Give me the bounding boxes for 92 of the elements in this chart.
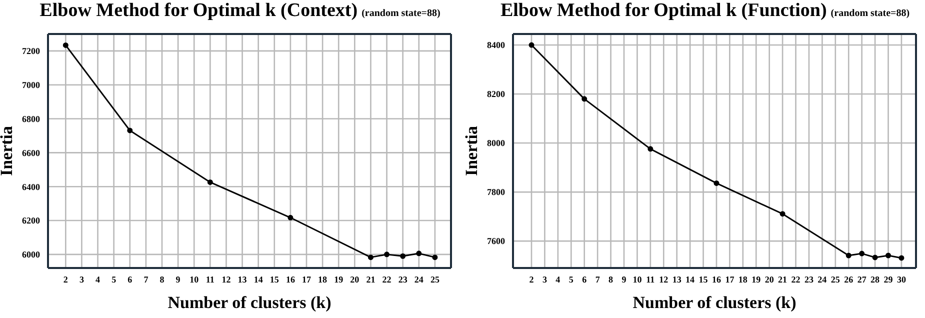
x-tick-label: 13 [238, 274, 248, 284]
y-tick-label: 6400 [22, 182, 40, 192]
x-tick-label: 14 [254, 274, 264, 284]
x-tick-label: 25 [430, 274, 440, 284]
x-tick-label: 6 [128, 274, 133, 284]
point [416, 250, 422, 256]
x-tick-label: 7 [595, 274, 600, 284]
x-tick-label: 6 [582, 274, 588, 284]
y-tick-label: 6000 [22, 250, 40, 260]
x-tick-label: 23 [804, 274, 814, 284]
point [127, 128, 133, 134]
x-tick-label: 22 [382, 274, 392, 284]
x-tick-label: 20 [764, 274, 774, 284]
x-tick-label: 17 [725, 274, 735, 284]
x-tick-label: 21 [366, 274, 376, 284]
x-tick-label: 13 [672, 274, 682, 284]
x-tick-label: 19 [334, 274, 344, 284]
y-tick-label: 7800 [487, 187, 506, 198]
x-tick-label: 12 [222, 274, 232, 284]
x-tick-label: 27 [857, 274, 867, 284]
x-tick-label: 25 [830, 274, 840, 284]
x-tick-label: 10 [632, 274, 642, 284]
x-tick-label: 11 [206, 274, 215, 284]
x-tick-label: 20 [350, 274, 360, 284]
x-tick-label: 3 [79, 274, 84, 284]
x-tick-label: 15 [270, 274, 280, 284]
point [846, 252, 852, 258]
x-tick-label: 9 [622, 274, 627, 284]
point [582, 96, 588, 102]
x-tick-label: 16 [286, 274, 296, 284]
x-tick-label: 2 [529, 274, 534, 284]
point [886, 252, 891, 258]
x-tick-label: 23 [398, 274, 408, 284]
x-tick-label: 24 [818, 274, 828, 284]
x-tick-label: 17 [302, 274, 312, 284]
x-tick-label: 21 [778, 274, 788, 284]
x-tick-label: 29 [884, 274, 894, 284]
x-tick-label: 24 [414, 274, 424, 284]
y-tick-label: 7200 [22, 46, 40, 56]
y-tick-label: 8400 [487, 40, 506, 50]
chart-subtitle: (random state=88) [830, 8, 910, 19]
x-tick-label: 3 [542, 274, 548, 284]
x-tick-label: 7 [144, 274, 149, 284]
point [872, 254, 878, 260]
y-tick-label: 8000 [487, 138, 506, 148]
x-axis-title: Number of clusters (k) [168, 293, 332, 312]
x-tick-label: 18 [738, 274, 748, 284]
point [368, 254, 374, 260]
chart-subtitle: (random state=88) [362, 8, 440, 19]
chart-title: Elbow Method for Optimal k (Context) [40, 0, 358, 21]
y-tick-label: 8200 [487, 89, 506, 100]
point [384, 252, 390, 258]
x-tick-label: 14 [686, 274, 696, 284]
chart-title: Elbow Method for Optimal k (Function) [500, 0, 827, 21]
y-axis-title: Inertia [462, 125, 482, 176]
x-tick-label: 10 [190, 274, 200, 284]
x-tick-label: 4 [96, 274, 101, 284]
point [400, 253, 406, 259]
y-tick-label: 6800 [22, 114, 40, 124]
point [207, 179, 213, 185]
x-tick-label: 4 [556, 274, 561, 284]
x-tick-label: 26 [844, 274, 854, 284]
y-tick-label: 6600 [22, 148, 40, 158]
point [648, 146, 654, 152]
point [780, 211, 786, 217]
x-tick-label: 5 [112, 274, 117, 284]
y-tick-label: 7600 [487, 236, 506, 246]
point [898, 255, 904, 261]
x-tick-label: 16 [712, 274, 722, 284]
x-tick-label: 11 [646, 274, 656, 284]
y-tick-label: 7000 [22, 80, 40, 90]
y-axis-title: Inertia [0, 125, 16, 176]
x-tick-label: 12 [659, 274, 669, 284]
x-tick-label: 2 [63, 274, 68, 284]
x-tick-label: 18 [318, 274, 328, 284]
x-tick-label: 30 [896, 274, 906, 284]
x-tick-label: 15 [698, 274, 708, 284]
point [288, 214, 294, 220]
x-tick-label: 19 [752, 274, 762, 284]
point [432, 254, 438, 260]
x-tick-label: 22 [791, 274, 801, 284]
x-tick-label: 8 [608, 274, 614, 284]
x-axis-title: Number of clusters (k) [632, 293, 796, 312]
point [859, 250, 865, 256]
x-tick-label: 28 [870, 274, 880, 284]
x-tick-label: 9 [176, 274, 181, 284]
point [714, 180, 720, 186]
x-tick-label: 8 [160, 274, 165, 284]
point [528, 42, 534, 48]
x-tick-label: 5 [568, 274, 574, 284]
point [62, 42, 68, 48]
y-tick-label: 6200 [22, 216, 40, 226]
